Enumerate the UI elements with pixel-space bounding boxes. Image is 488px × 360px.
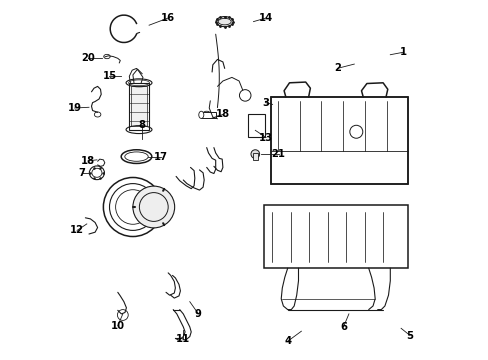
Bar: [264, 205, 407, 268]
Text: 9: 9: [195, 309, 202, 319]
Ellipse shape: [199, 111, 203, 118]
Bar: [128, 83, 149, 130]
Text: 8: 8: [138, 120, 145, 130]
Text: 18: 18: [81, 156, 95, 166]
Bar: [201, 112, 216, 118]
Bar: [247, 114, 265, 137]
Text: 10: 10: [111, 321, 124, 331]
Text: 15: 15: [102, 71, 116, 81]
Text: 6: 6: [339, 322, 346, 332]
Text: 2: 2: [333, 63, 340, 73]
Circle shape: [250, 150, 259, 158]
Text: 11: 11: [175, 334, 189, 344]
Bar: [131, 86, 146, 126]
Text: 13: 13: [259, 132, 272, 143]
Text: 20: 20: [81, 53, 95, 63]
Text: 19: 19: [67, 103, 81, 113]
Text: 17: 17: [154, 152, 168, 162]
Text: 1: 1: [399, 47, 407, 57]
Text: 16: 16: [161, 13, 175, 23]
Circle shape: [133, 186, 174, 228]
Text: 21: 21: [271, 149, 285, 159]
Text: 3: 3: [262, 98, 268, 108]
Text: 7: 7: [78, 168, 85, 178]
Text: 5: 5: [406, 330, 413, 341]
Text: 4: 4: [284, 336, 291, 346]
Ellipse shape: [216, 17, 233, 27]
Text: 12: 12: [70, 225, 84, 235]
Bar: [253, 153, 258, 160]
Text: 14: 14: [259, 13, 273, 23]
Ellipse shape: [89, 166, 104, 180]
Bar: [271, 97, 407, 184]
Text: 18: 18: [215, 109, 229, 120]
